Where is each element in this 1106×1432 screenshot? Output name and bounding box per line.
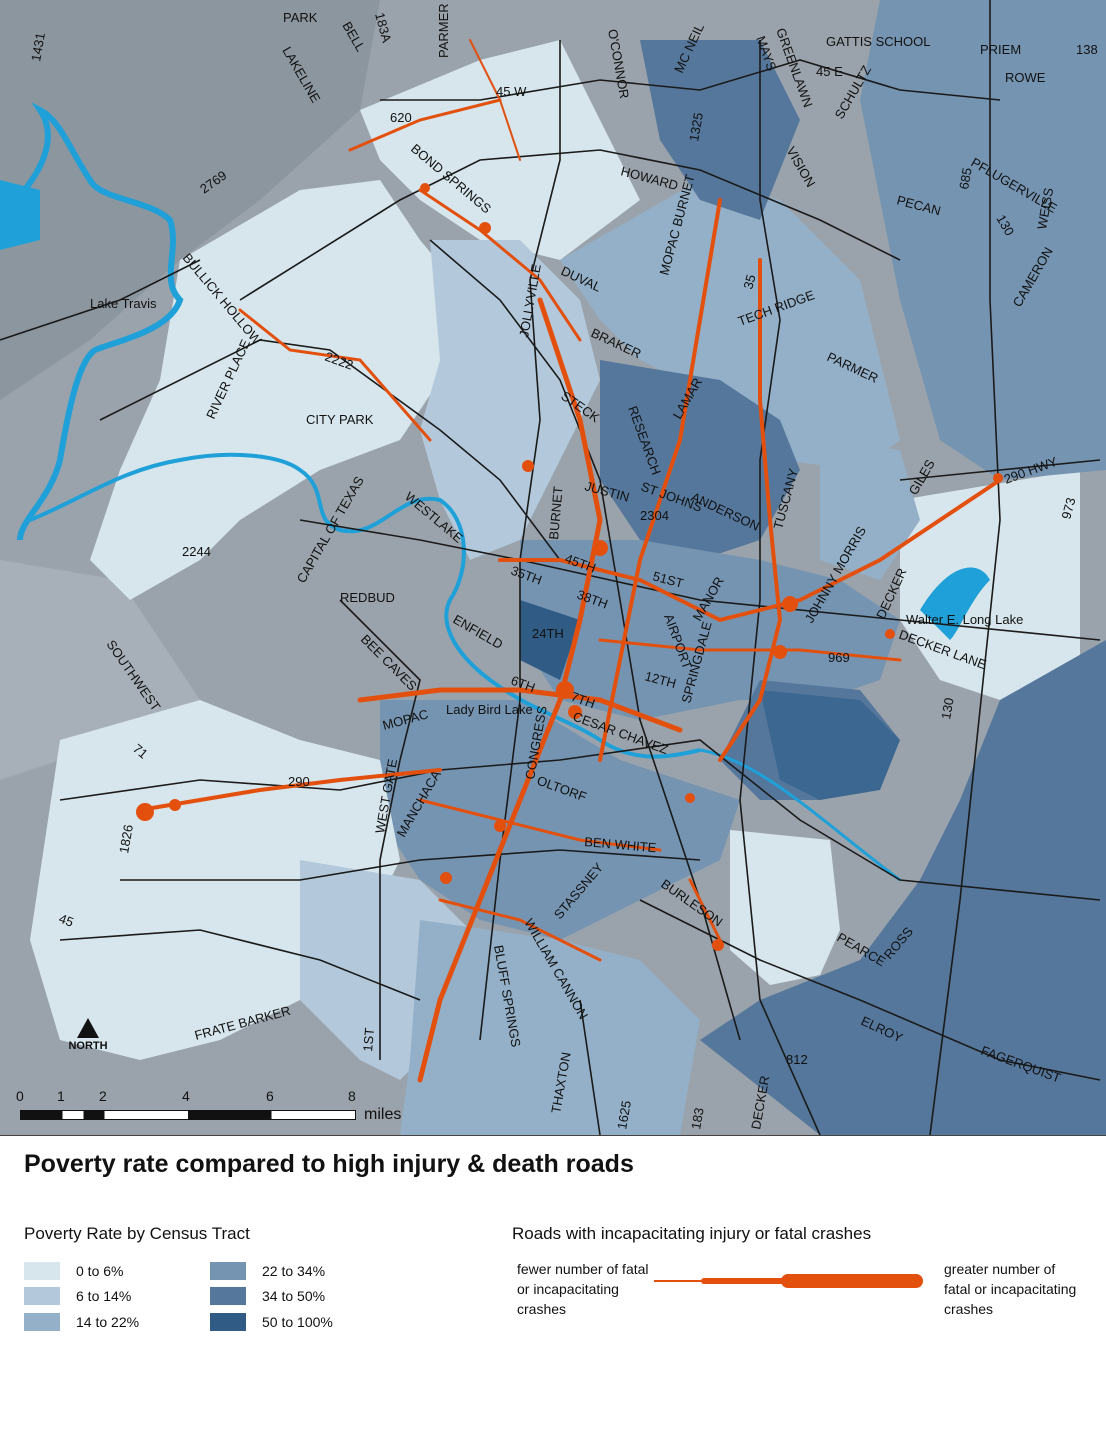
poverty-swatch: [210, 1262, 246, 1280]
tract-airport-light: [730, 830, 840, 985]
tract-east-light: [900, 470, 1080, 700]
poverty-class-label: 0 to 6%: [76, 1263, 124, 1279]
tract-north-light: [360, 40, 640, 260]
colorado-river: [29, 452, 701, 759]
road-label: 1ST: [360, 1027, 377, 1052]
label-lady-bird-lake: Lady Bird Lake: [446, 702, 533, 717]
road-label: 24TH: [532, 626, 564, 641]
road-label: PARMER: [436, 3, 451, 58]
road-width-sample: [654, 1274, 923, 1288]
road-label: 138: [1076, 42, 1098, 57]
scale-unit: miles: [364, 1106, 402, 1123]
poverty-class-label: 50 to 100%: [262, 1314, 333, 1330]
poverty-swatch: [24, 1287, 60, 1305]
poverty-legend-heading: Poverty Rate by Census Tract: [24, 1224, 250, 1243]
map-area: Lake Travis Lady Bird Lake Walter E. Lon…: [0, 0, 1106, 1135]
poverty-swatch: [210, 1313, 246, 1331]
scale-bar: 0 1 2 4 6 8 miles: [14, 1088, 434, 1128]
tract-del-valle: [760, 690, 900, 800]
road-label: 183: [688, 1107, 707, 1131]
poverty-class: 50 to 100%: [210, 1313, 333, 1331]
fewer-crashes-note: fewer number of fatal or incapacitating …: [517, 1261, 649, 1317]
crash-hotspots: [136, 183, 1003, 951]
northwest-area: [0, 0, 380, 400]
tract-southeast: [700, 640, 1106, 1135]
scale-tick: 4: [182, 1088, 190, 1104]
road-label: 45 W: [496, 84, 527, 99]
north-arrow-icon: [77, 1018, 99, 1038]
road-label: 2244: [182, 544, 211, 559]
road-label: REDBUD: [340, 590, 395, 605]
scale-bar-graphic: [20, 1110, 356, 1120]
map-title: Poverty rate compared to high injury & d…: [24, 1150, 634, 1178]
scale-tick: 1: [57, 1088, 65, 1104]
lake-travis: [0, 102, 184, 541]
road-label: 969: [828, 650, 850, 665]
lake-travis-west: [0, 180, 40, 250]
tract-south-central: [380, 700, 740, 940]
scale-tick: 2: [99, 1088, 107, 1104]
poverty-class-label: 14 to 22%: [76, 1314, 140, 1330]
poverty-class: 6 to 14%: [24, 1287, 131, 1305]
tract-downtown-high: [520, 600, 580, 680]
tract-central-north: [600, 360, 800, 560]
poverty-class-label: 34 to 50%: [262, 1288, 326, 1304]
west-area: [0, 560, 200, 780]
tract-far-south: [400, 920, 700, 1135]
scale-tick: 6: [266, 1088, 274, 1104]
poverty-class-label: 22 to 34%: [262, 1263, 326, 1279]
road-label: WEISS: [1034, 186, 1056, 230]
road-label: BEN WHITE: [584, 834, 658, 855]
high-injury-roads: [138, 39, 1002, 1083]
road-label: PARK: [283, 10, 318, 25]
road-label: CITY PARK: [306, 412, 374, 427]
map-canvas: Lake Travis Lady Bird Lake Walter E. Lon…: [0, 0, 1106, 1135]
poverty-class-label: 6 to 14%: [76, 1288, 132, 1304]
road-label: 45 E: [816, 64, 843, 79]
road-label: 130: [938, 697, 957, 721]
road-label: 45: [57, 911, 76, 930]
scale-tick: 0: [16, 1088, 24, 1104]
tract-manor: [820, 440, 920, 580]
tract-pflugerville: [860, 0, 1106, 480]
poverty-class: 14 to 22%: [24, 1313, 139, 1331]
walter-e-long-lake-shape: [920, 567, 990, 640]
tract-west-light: [90, 180, 470, 600]
road-label: 35: [740, 273, 758, 291]
road-label: 290: [288, 774, 310, 789]
poverty-class: 34 to 50%: [210, 1287, 325, 1305]
tract-northcentral: [420, 240, 600, 560]
road-label: 1826: [116, 823, 136, 854]
poverty-class: 22 to 34%: [210, 1262, 325, 1280]
label-lake-travis: Lake Travis: [90, 296, 157, 311]
legend-panel: Poverty rate compared to high injury & d…: [0, 1135, 1106, 1432]
road-label: 1431: [28, 31, 48, 62]
north-arrow: NORTH: [62, 1018, 114, 1052]
road-label: ROWE: [1005, 70, 1046, 85]
poverty-swatch: [24, 1313, 60, 1331]
label-walter-e-long-lake: Walter E. Long Lake: [906, 612, 1023, 627]
road-label: 812: [786, 1052, 808, 1067]
north-label: NORTH: [68, 1040, 108, 1052]
road-label: BURNET: [546, 486, 566, 541]
scale-tick: 8: [348, 1088, 356, 1104]
road-label: 1325: [686, 111, 706, 142]
greater-crashes-note: greater number of fatal or incapacitatin…: [944, 1261, 1077, 1317]
roads-legend-heading: Roads with incapacitating injury or fata…: [512, 1224, 872, 1243]
road-label: 973: [1058, 496, 1078, 521]
road-label: PRIEM: [980, 42, 1021, 57]
road-label: 685: [956, 167, 975, 191]
poverty-swatch: [210, 1287, 246, 1305]
road-label: 620: [390, 110, 412, 125]
road-label: 1625: [614, 1099, 634, 1130]
road-label: GATTIS SCHOOL: [826, 34, 931, 49]
tract-northeast: [560, 180, 900, 470]
poverty-swatch: [24, 1262, 60, 1280]
road-label: 2304: [640, 508, 669, 523]
poverty-class: 0 to 6%: [24, 1262, 123, 1280]
road-network: [0, 0, 1101, 1135]
